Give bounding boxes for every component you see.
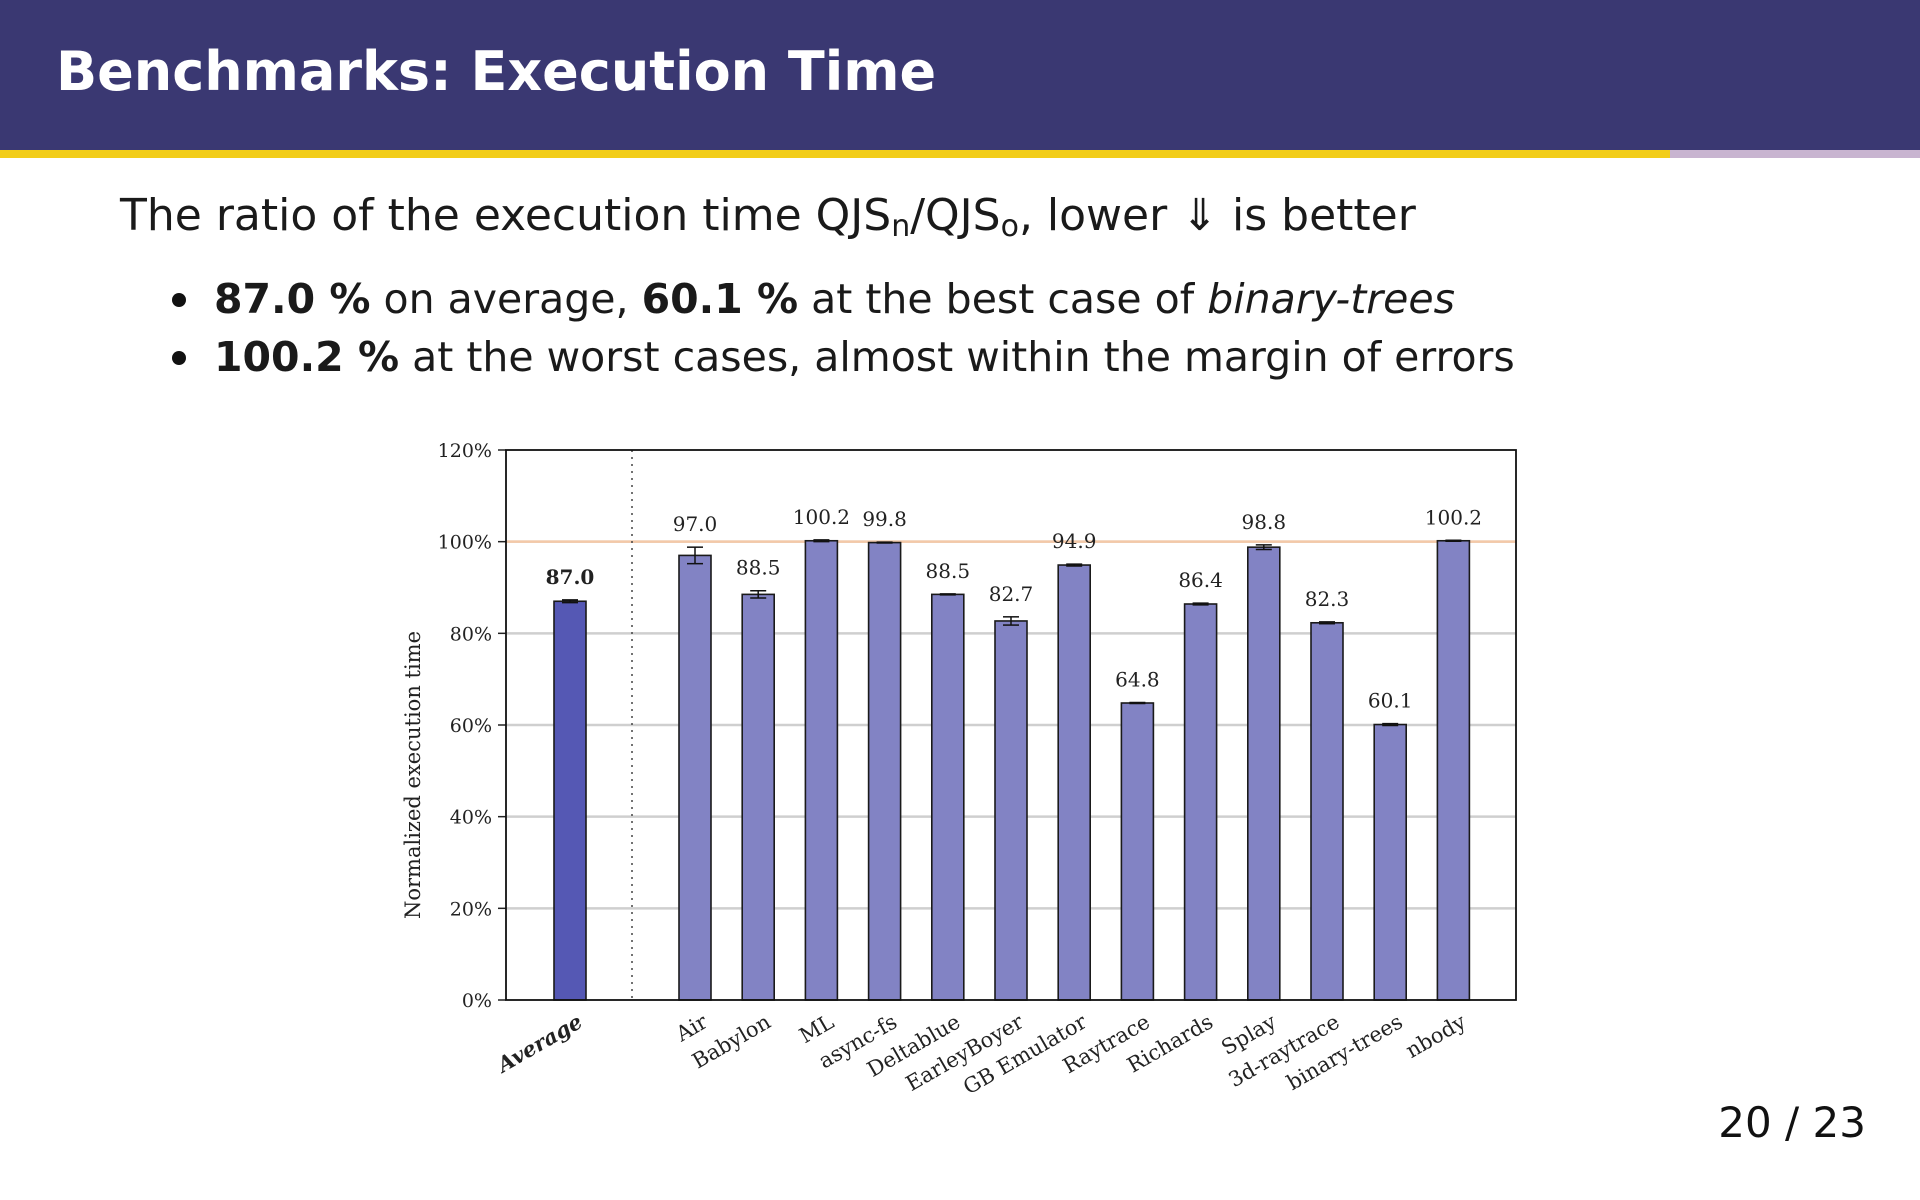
bullet-item-1: 87.0 % on average, 60.1 % at the best ca… xyxy=(168,270,1515,328)
page-number: 20 / 23 xyxy=(1718,1098,1866,1147)
y-tick-label: 120% xyxy=(438,440,492,462)
bar-gb-emulator xyxy=(1057,564,1091,1001)
bar-air xyxy=(678,554,712,1001)
y-tick-label: 80% xyxy=(450,623,492,645)
bar-babylon xyxy=(741,593,776,1001)
y-tick-label: 100% xyxy=(438,532,492,554)
y-tick-label: 0% xyxy=(462,990,492,1012)
x-tick-label: Average xyxy=(491,1009,586,1079)
data-label: 60.1 xyxy=(1368,689,1413,713)
y-tick-label: 20% xyxy=(450,898,492,920)
bar-async-fs xyxy=(867,541,902,1001)
data-label: 100.2 xyxy=(1425,505,1482,529)
bullet2-bold: 100.2 % xyxy=(214,333,400,381)
slide-title: Benchmarks: Execution Time xyxy=(56,40,937,103)
accent-bar-lilac xyxy=(1670,150,1920,158)
y-axis-label: Normalized execution time xyxy=(401,631,425,919)
bullet1-text2: at the best case of xyxy=(798,275,1208,323)
bar-average xyxy=(553,600,587,1001)
lead-sub-n: n xyxy=(891,209,911,244)
bullet-list: 87.0 % on average, 60.1 % at the best ca… xyxy=(168,270,1515,386)
bar-nbody xyxy=(1436,539,1471,1001)
bar-ml xyxy=(804,539,839,1001)
bar-splay xyxy=(1247,546,1281,1001)
plot-frame xyxy=(505,449,1517,1001)
bullet1-bold2: 60.1 % xyxy=(641,275,799,323)
lead-suffix: , lower ⇓ is better xyxy=(1018,190,1416,241)
bar-binary-trees xyxy=(1373,723,1407,1001)
bullet1-italic: binary-trees xyxy=(1207,275,1455,323)
bar-richards xyxy=(1183,603,1218,1001)
slide-header xyxy=(0,0,1920,150)
y-tick-label: 60% xyxy=(450,715,492,737)
data-label: 99.8 xyxy=(862,507,907,531)
data-label: 97.0 xyxy=(673,512,718,536)
data-label: 100.2 xyxy=(793,505,850,529)
data-label: 82.7 xyxy=(989,582,1034,606)
data-label: 82.3 xyxy=(1305,587,1350,611)
lead-mid: /QJS xyxy=(910,190,1001,241)
bar-raytrace xyxy=(1120,702,1155,1001)
bullet-item-2: 100.2 % at the worst cases, almost withi… xyxy=(168,328,1515,386)
data-label: 87.0 xyxy=(546,565,595,589)
bullet1-bold1: 87.0 % xyxy=(214,275,371,323)
data-label: 88.5 xyxy=(736,556,781,580)
x-tick-label: nbody xyxy=(1402,1009,1470,1062)
lead-prefix: The ratio of the execution time QJS xyxy=(120,190,892,241)
lead-sub-o: o xyxy=(1000,209,1019,244)
y-tick-label: 40% xyxy=(450,807,492,829)
data-label: 86.4 xyxy=(1178,568,1223,592)
bar-earleyboyer xyxy=(994,620,1028,1001)
data-label: 98.8 xyxy=(1242,510,1287,534)
bullet2-text: at the worst cases, almost within the ma… xyxy=(399,333,1515,381)
data-label: 94.9 xyxy=(1052,529,1097,553)
bar-deltablue xyxy=(930,593,965,1001)
data-label: 64.8 xyxy=(1115,668,1160,692)
bullet1-text1: on average, xyxy=(370,275,642,323)
data-label: 88.5 xyxy=(926,559,971,583)
accent-bar-yellow xyxy=(0,150,1670,158)
lead-sentence: The ratio of the execution time QJSn/QJS… xyxy=(120,190,1416,244)
bar-3d-raytrace xyxy=(1310,621,1344,1001)
